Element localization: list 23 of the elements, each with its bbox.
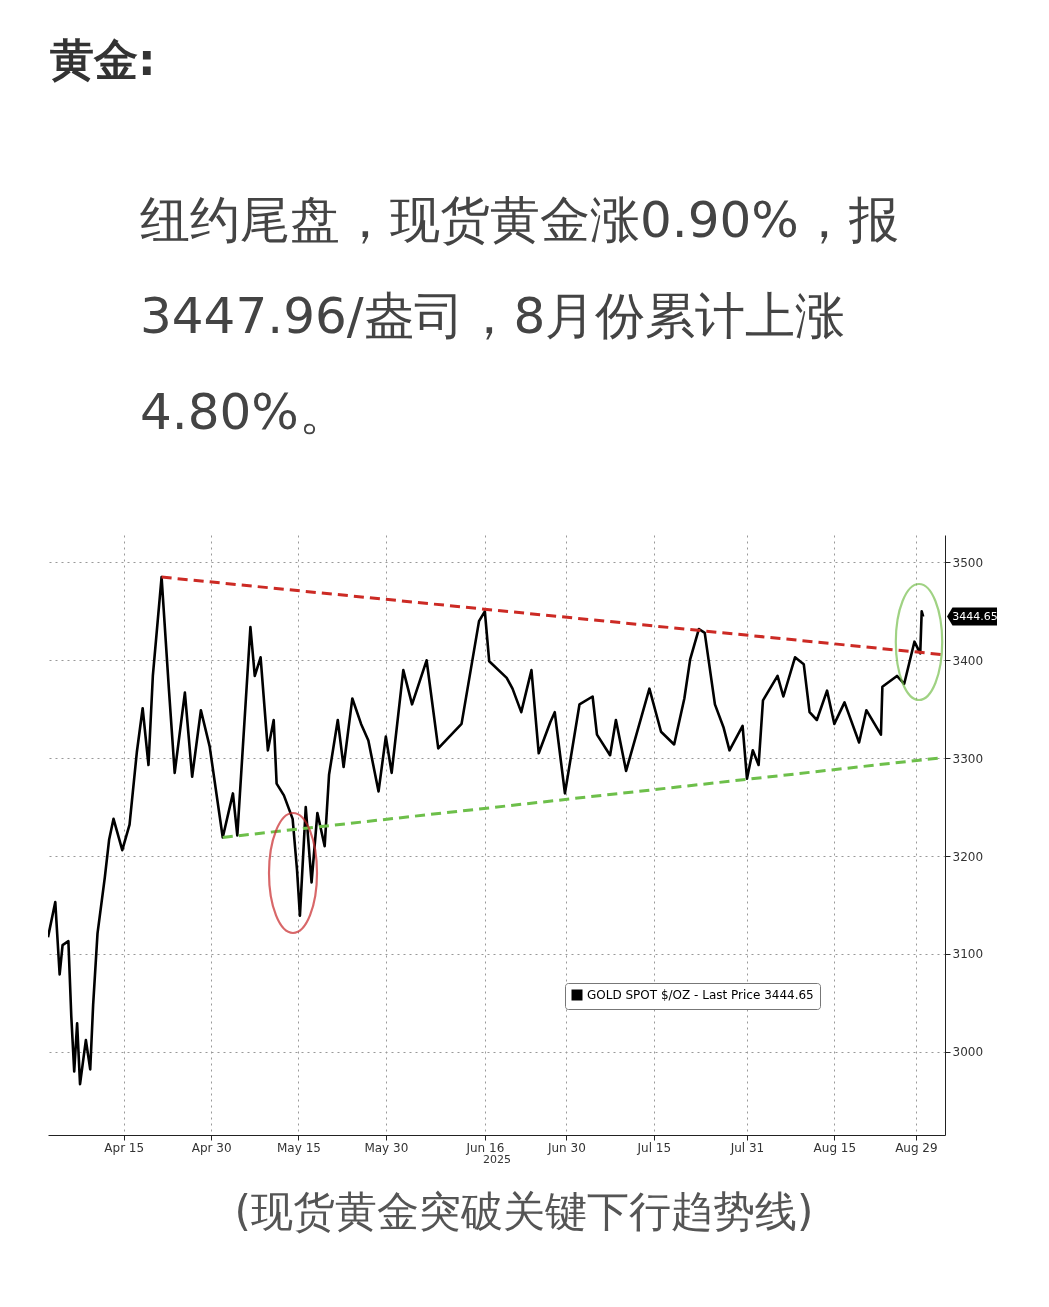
y-tick-label: 3000: [952, 1045, 984, 1060]
y-tick-label: 3500: [952, 555, 984, 570]
x-axis-title: 2025: [483, 1152, 511, 1166]
x-tick-label: May 15: [277, 1140, 321, 1155]
x-tick-label: Apr 15: [104, 1140, 145, 1155]
y-tick-label: 3100: [952, 947, 984, 962]
x-tick-label: Jun 16: [465, 1140, 505, 1155]
chart-title: 黄金:: [50, 34, 156, 85]
y-tick-label: 3300: [952, 751, 984, 766]
text: 3444.65: [952, 609, 998, 623]
x-tick-label: Apr 30: [191, 1140, 232, 1155]
line-series: [48, 575, 925, 1086]
y-tick-label: 3200: [952, 849, 984, 864]
x-tick-label: Jul 31: [729, 1140, 765, 1155]
x-tick-label: Jul 15: [636, 1140, 672, 1155]
x-tick-label: Aug 15: [813, 1140, 857, 1155]
legend-label: GOLD SPOT $/OZ - Last Price 3444.65: [587, 988, 814, 1002]
chart-subtitle: 纽约尾盘，现货黄金涨0.90%，报3447.96/盎司，8月份累计上涨4.80%。: [140, 191, 899, 441]
x-tick-label: Jun 30: [546, 1140, 586, 1155]
y-tick-label: 3400: [952, 653, 984, 668]
x-tick-label: Aug 29: [895, 1140, 938, 1155]
x-tick-label: May 30: [364, 1140, 409, 1155]
text: (现货黄金突破关键下行趋势线): [234, 1187, 814, 1236]
